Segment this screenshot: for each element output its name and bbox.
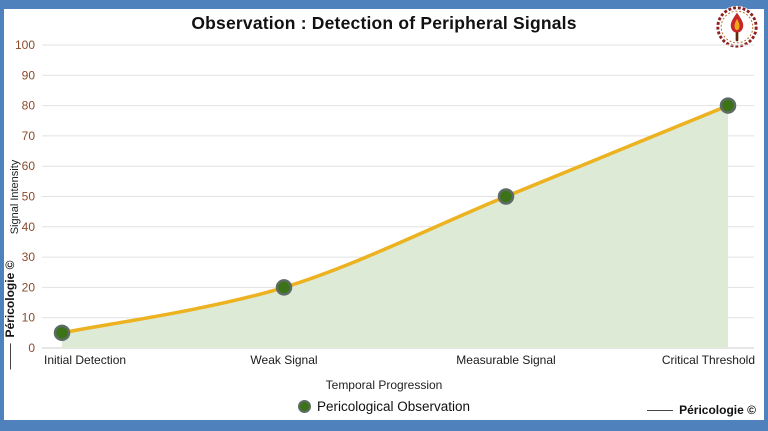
signature-text: Péricologie © <box>679 403 756 417</box>
signature-text: Péricologie © <box>3 260 17 338</box>
y-axis-label: Signal Intensity <box>9 159 21 235</box>
torch-wreath-icon <box>715 5 759 49</box>
left-border-bar <box>0 0 4 431</box>
signature-line <box>647 409 674 411</box>
legend-label: Pericological Observation <box>316 399 471 414</box>
top-border-bar <box>0 0 768 9</box>
svg-text:Measurable Signal: Measurable Signal <box>456 353 555 367</box>
watermark-bottom-right: Péricologie © <box>647 403 756 417</box>
chart-legend[interactable]: Pericological Observation <box>0 399 768 414</box>
signature-line <box>9 343 11 370</box>
watermark-left-vertical: Péricologie © <box>3 261 17 370</box>
svg-text:90: 90 <box>22 68 36 82</box>
svg-text:10: 10 <box>22 311 36 325</box>
svg-text:Initial Detection: Initial Detection <box>44 353 126 367</box>
svg-text:0: 0 <box>28 341 35 355</box>
svg-text:100: 100 <box>15 38 35 52</box>
svg-text:40: 40 <box>22 220 36 234</box>
chart-title: Observation : Detection of Peripheral Si… <box>191 13 577 33</box>
pericologie-logo <box>714 4 760 50</box>
bottom-border-bar <box>0 420 768 431</box>
svg-text:70: 70 <box>22 129 36 143</box>
x-axis-label: Temporal Progression <box>325 378 443 392</box>
svg-text:80: 80 <box>22 99 36 113</box>
svg-text:60: 60 <box>22 159 36 173</box>
svg-text:Weak Signal: Weak Signal <box>250 353 317 367</box>
svg-text:30: 30 <box>22 250 36 264</box>
svg-text:Critical Threshold: Critical Threshold <box>662 353 755 367</box>
svg-text:50: 50 <box>22 190 36 204</box>
svg-text:20: 20 <box>22 280 36 294</box>
right-border-bar <box>764 0 768 431</box>
legend-marker-icon <box>297 400 311 413</box>
